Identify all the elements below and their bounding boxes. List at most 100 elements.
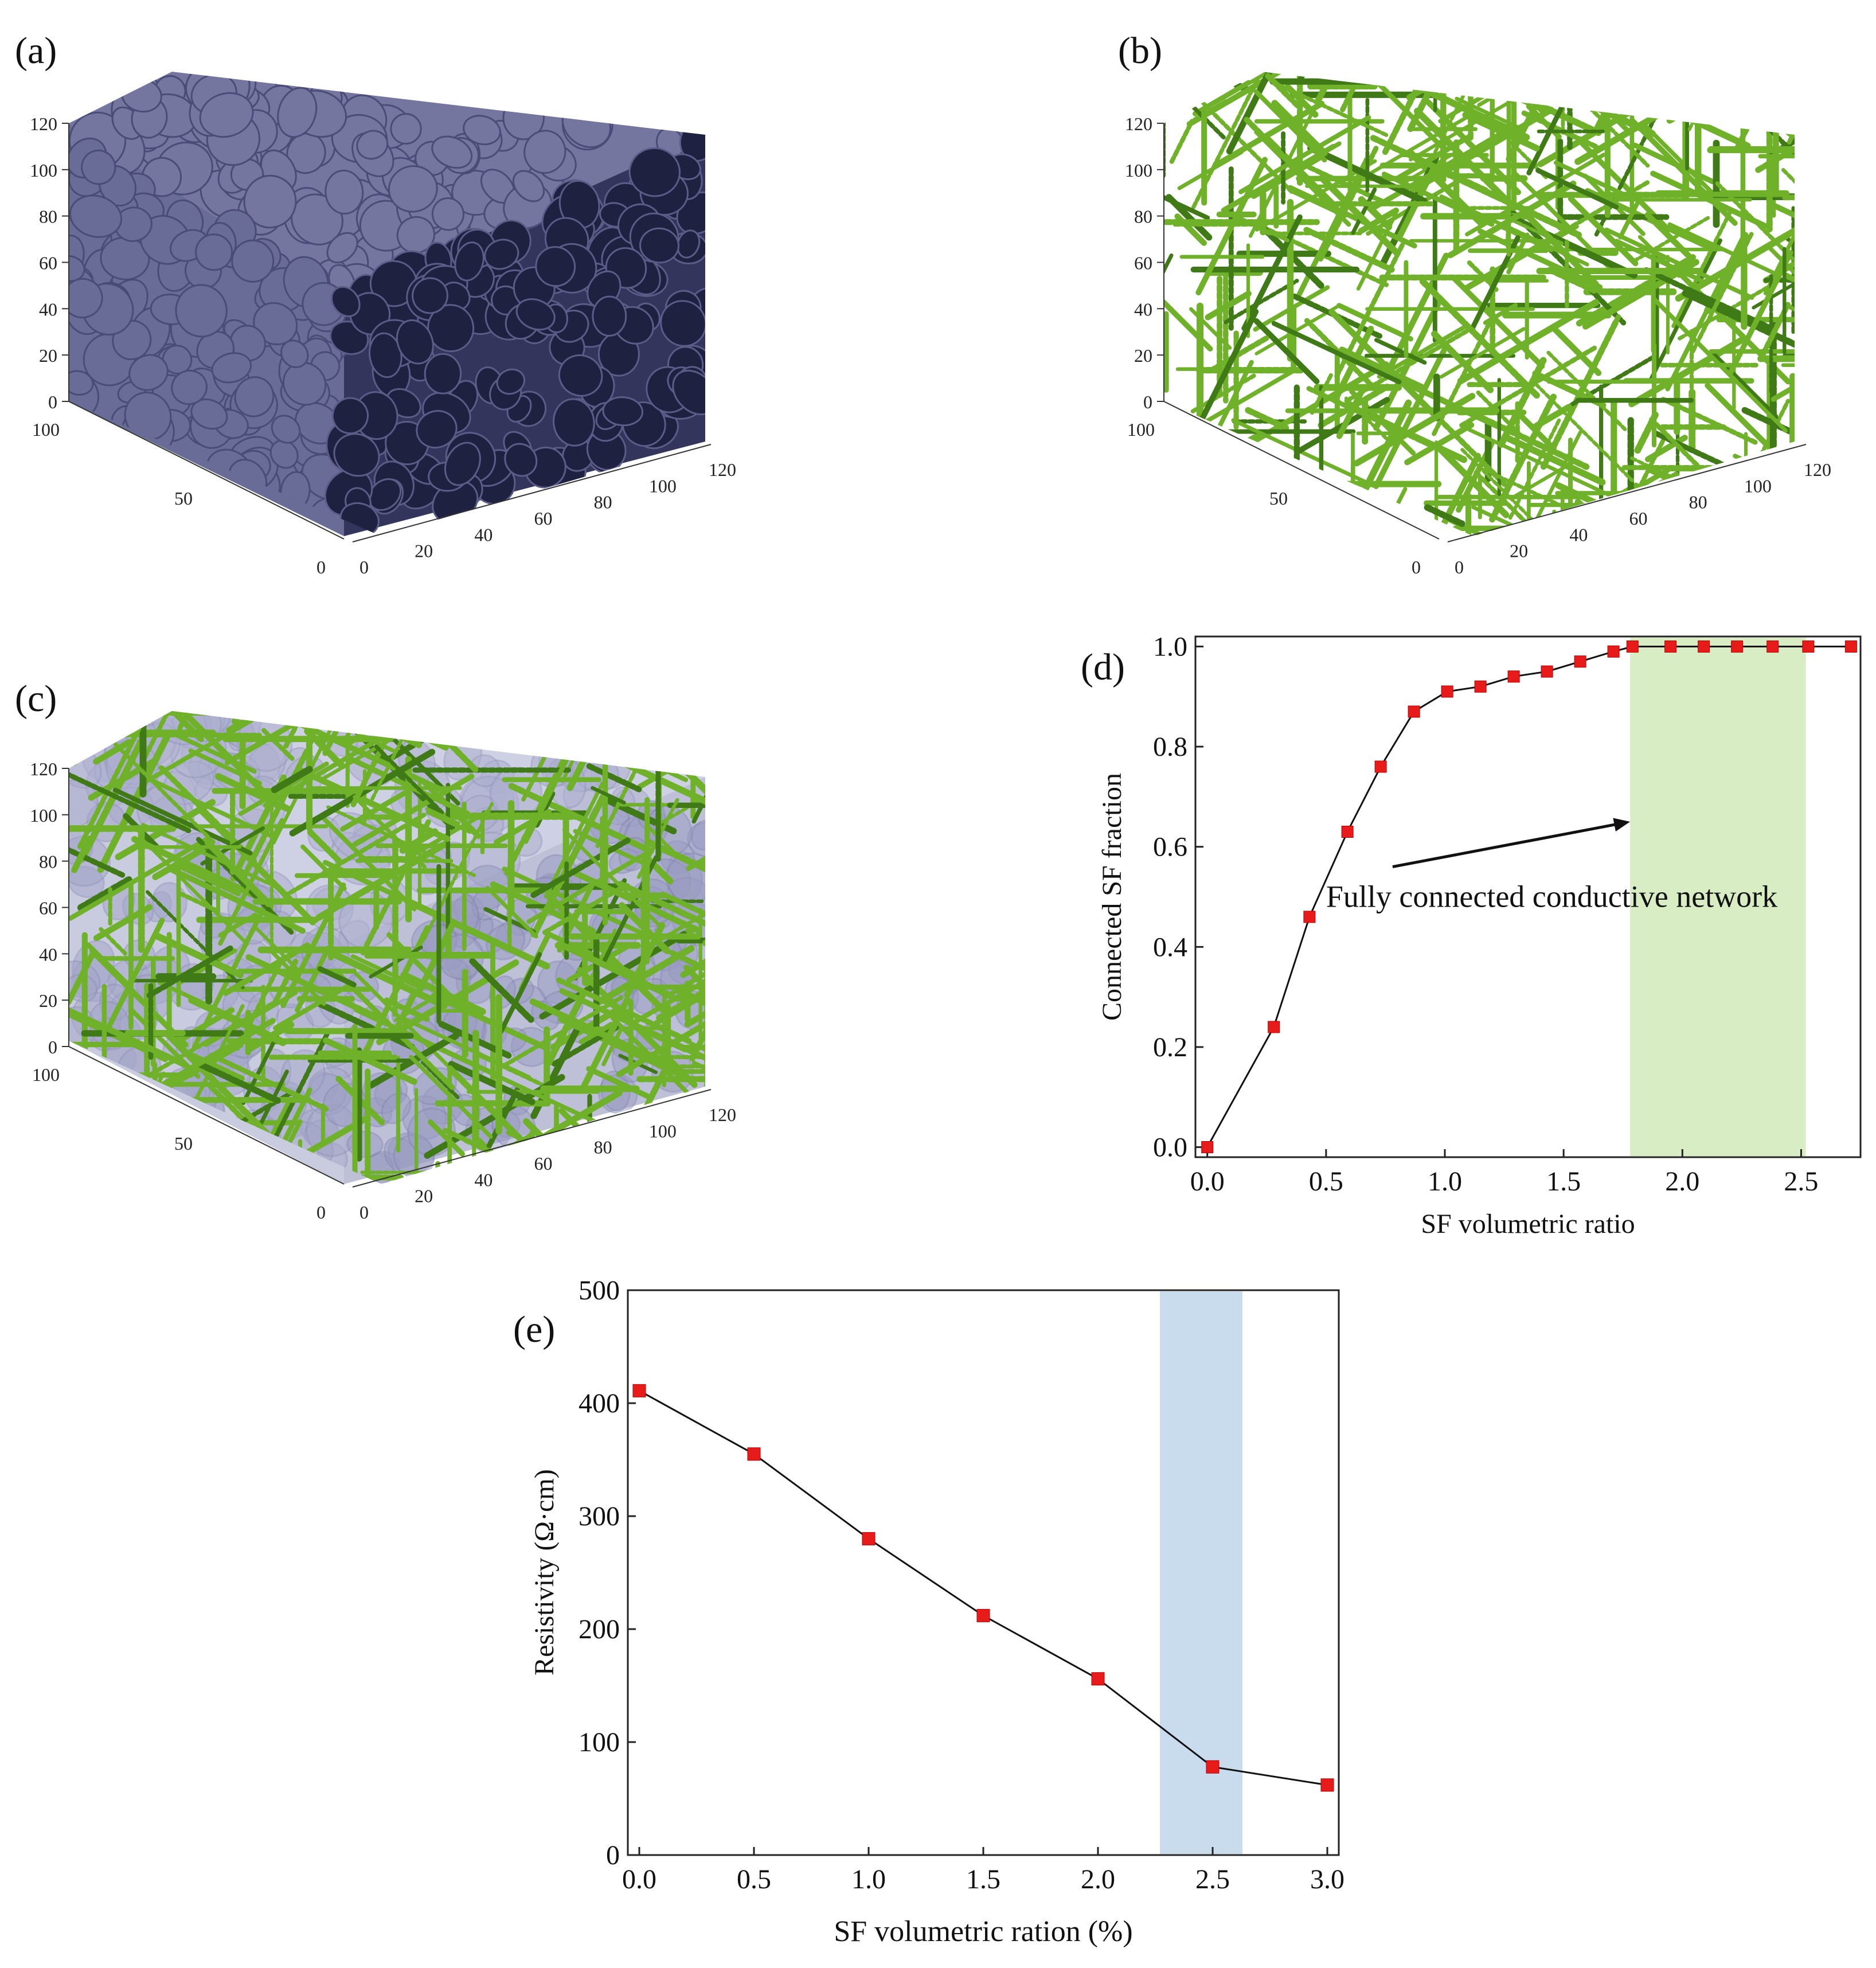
steel-fiber — [1495, 72, 1603, 81]
steel-fiber — [1254, 304, 1339, 356]
steel-fiber — [708, 695, 737, 754]
steel-fiber — [421, 1060, 460, 1099]
steel-fiber — [1791, 72, 1795, 103]
steel-fiber — [1336, 303, 1413, 342]
aggregate-particle — [331, 286, 361, 318]
aggregate-particle — [592, 295, 627, 337]
axes-3d-a: 0 20 40 60 80 100 120 100 50 0 0 20 40 60 80 100 120 — [30, 114, 736, 577]
annotation-arrow — [1392, 822, 1618, 869]
steel-fiber — [1675, 212, 1795, 302]
y-axis-label-d: Connected SF fraction — [1097, 773, 1127, 1021]
steel-fiber — [1811, 525, 1848, 562]
aggregate-particle — [388, 165, 438, 213]
aggregate-particle — [171, 369, 208, 405]
steel-fiber — [1344, 327, 1472, 404]
aggregate-particle — [553, 398, 595, 447]
aggregate-particle — [234, 376, 275, 417]
steel-fiber — [1574, 498, 1669, 536]
steel-fiber — [495, 595, 549, 703]
width-tick-label: 80 — [1689, 492, 1707, 513]
steel-fiber — [596, 945, 695, 1005]
steel-fiber — [616, 1002, 705, 1077]
steel-fiber — [1535, 167, 1619, 210]
aggregate-particle — [69, 779, 99, 829]
steel-fiber — [381, 711, 442, 733]
data-point — [632, 1384, 646, 1397]
steel-fiber — [425, 810, 472, 834]
steel-fiber — [1353, 393, 1476, 467]
aggregate-particle — [282, 362, 327, 406]
aggregate-particle — [331, 397, 369, 435]
width-tick-label: 120 — [709, 1104, 736, 1125]
width-tick-label: 0 — [359, 1202, 369, 1223]
steel-fiber — [354, 971, 466, 1084]
steel-fiber — [1782, 272, 1795, 302]
x-tick-label: 2.0 — [1665, 1166, 1699, 1197]
steel-fiber — [1789, 128, 1795, 237]
steel-fiber — [645, 823, 681, 859]
steel-fiber — [261, 728, 295, 762]
steel-fiber — [205, 839, 272, 907]
steel-fiber — [283, 711, 333, 720]
steel-fiber — [222, 942, 311, 996]
steel-fiber — [501, 711, 607, 764]
steel-fiber — [1671, 277, 1699, 328]
aggregate-particle — [128, 354, 169, 391]
steel-fiber — [1809, 263, 1870, 298]
steel-fiber — [1631, 73, 1722, 119]
steel-fiber — [1781, 168, 1795, 286]
steel-fiber — [353, 795, 427, 869]
steel-fiber — [1614, 239, 1707, 284]
aggregate-particle — [396, 319, 434, 365]
steel-fiber — [342, 711, 408, 745]
width-tick-label: 20 — [1510, 541, 1528, 561]
data-point — [1664, 641, 1677, 653]
steel-fiber — [1336, 384, 1367, 439]
steel-fiber — [315, 841, 449, 921]
steel-fiber — [69, 842, 126, 878]
steel-fiber — [660, 891, 705, 953]
steel-fiber — [1377, 323, 1468, 379]
steel-fiber — [359, 733, 397, 753]
steel-fiber — [1785, 304, 1795, 370]
steel-fiber — [1518, 413, 1557, 452]
data-point — [1201, 1141, 1214, 1153]
steel-fiber — [1380, 487, 1408, 536]
steel-fiber — [1508, 417, 1562, 520]
data-point — [1441, 685, 1453, 698]
steel-fiber — [112, 787, 253, 856]
aggregate-particle — [512, 170, 545, 202]
width-tick-label: 20 — [415, 1186, 433, 1206]
steel-fiber — [335, 970, 457, 1092]
width-tick-label: 20 — [415, 541, 433, 561]
depth-tick-label: 50 — [1269, 488, 1288, 509]
steel-fiber — [1534, 382, 1634, 482]
aggregate-particle — [396, 216, 436, 254]
aggregate-particle — [69, 370, 94, 396]
steel-fiber — [1530, 529, 1673, 536]
steel-fiber — [1782, 72, 1795, 111]
steel-fiber — [1356, 212, 1398, 291]
steel-fiber — [1242, 470, 1270, 519]
steel-fiber — [1435, 444, 1510, 518]
steel-fiber — [266, 1193, 318, 1217]
steel-fiber — [1506, 232, 1530, 275]
x-tick-label: 1.0 — [1428, 1166, 1462, 1197]
steel-fiber — [654, 721, 705, 765]
steel-fiber — [1644, 212, 1693, 260]
x-tick-label: 1.5 — [966, 1864, 1000, 1895]
steel-fiber — [1407, 72, 1485, 132]
aggregate-particle — [639, 227, 679, 264]
steel-fiber — [1498, 357, 1547, 448]
aggregate-particle — [628, 147, 681, 197]
steel-fiber — [197, 1061, 281, 1104]
steel-fiber — [1687, 72, 1726, 131]
steel-fiber — [1339, 346, 1426, 391]
steel-fiber — [93, 739, 133, 765]
depth-tick-label: 100 — [32, 419, 60, 440]
steel-fiber — [683, 1180, 705, 1184]
steel-fiber — [241, 1034, 279, 1105]
steel-fiber — [177, 711, 206, 731]
steel-fiber — [1424, 504, 1465, 527]
steel-fiber — [422, 779, 482, 839]
